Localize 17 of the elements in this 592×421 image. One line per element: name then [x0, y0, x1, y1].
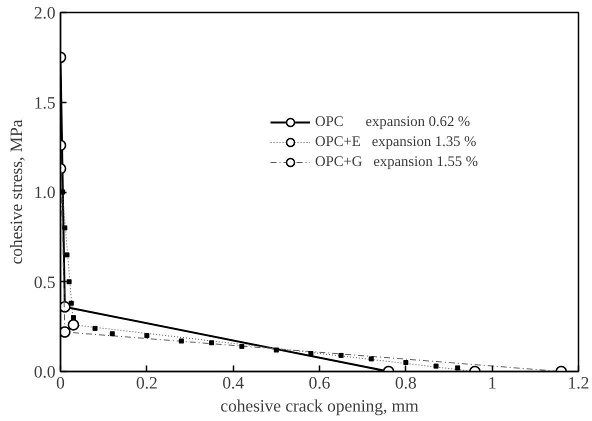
y-axis-title: cohesive stress, MPa	[6, 119, 26, 264]
x-tick-label: 0.8	[395, 374, 417, 392]
y-tick-label: 1.0	[34, 183, 56, 202]
legend-label: OPC+G expansion 1.55 %	[315, 154, 478, 170]
legend-label: OPC+E expansion 1.35 %	[315, 134, 476, 150]
y-tick-label: 0.5	[34, 272, 56, 292]
y-tick-label: 0.0	[34, 362, 56, 382]
x-tick-label: 0.2	[136, 374, 158, 392]
y-tick-label: 1.5	[34, 93, 56, 112]
x-tick-label: 1	[488, 374, 497, 392]
y-tick-label: 2.0	[34, 4, 56, 22]
x-axis-title: cohesive crack opening, mm	[220, 396, 420, 416]
legend-label: OPC expansion 0.62 %	[315, 114, 470, 130]
x-tick-label: 0.6	[308, 374, 331, 392]
x-tick-label: 0.4	[222, 374, 244, 392]
x-tick-label: 1.2	[568, 374, 590, 392]
x-tick-label: 0	[56, 374, 65, 392]
